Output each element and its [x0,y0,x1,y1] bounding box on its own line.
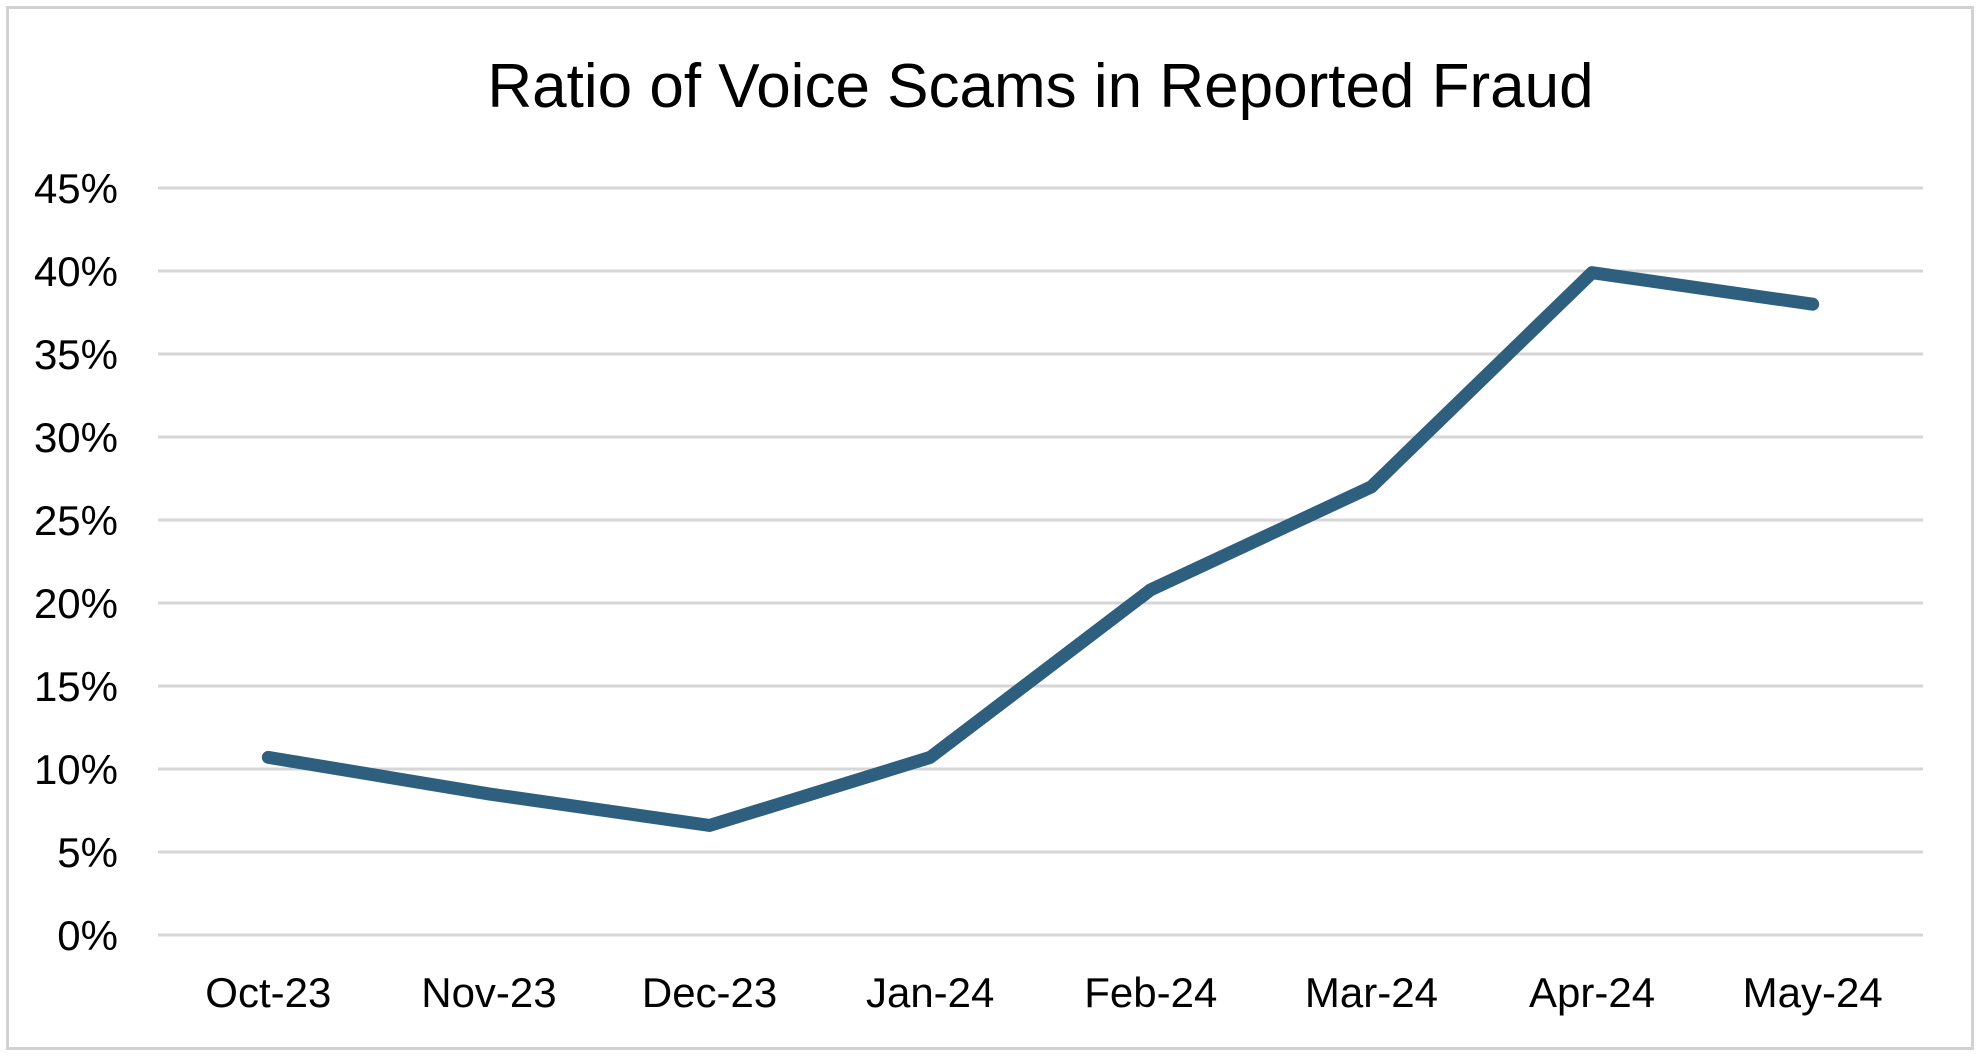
data-series-line [261,266,1820,832]
y-axis-tick-label: 5% [57,829,118,876]
y-axis-tick-label: 30% [34,414,118,461]
x-axis-tick-label: Apr-24 [1529,969,1655,1016]
y-axis-tick-label: 20% [34,580,118,627]
chart-frame [6,6,1974,1050]
y-axis-tick-label: 35% [34,331,118,378]
y-axis-tick-label: 10% [34,746,118,793]
y-axis-tick-label: 45% [34,165,118,212]
x-axis-tick-label: Nov-23 [421,969,556,1016]
y-axis-tick-label: 25% [34,497,118,544]
y-axis-tick-label: 0% [57,912,118,959]
x-axis-tick-label: Jan-24 [866,969,994,1016]
x-axis-tick-label: Dec-23 [642,969,777,1016]
x-axis-tick-label: Oct-23 [205,969,331,1016]
x-axis-tick-label: Mar-24 [1305,969,1438,1016]
x-axis-tick-label: Feb-24 [1084,969,1217,1016]
chart-title: Ratio of Voice Scams in Reported Fraud [487,52,1594,121]
y-axis-tick-label: 15% [34,663,118,710]
x-axis-tick-label: May-24 [1743,969,1883,1016]
y-axis-tick-label: 40% [34,248,118,295]
